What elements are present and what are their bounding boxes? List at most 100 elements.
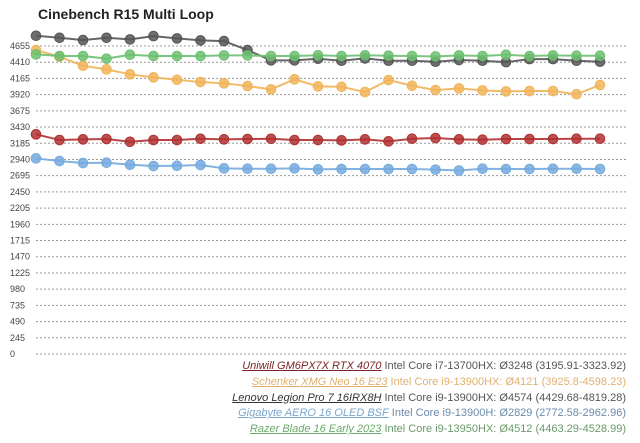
data-point	[312, 81, 324, 92]
data-point	[148, 160, 159, 172]
data-point	[312, 49, 324, 61]
legend-series-detail: Intel Core i9-13900HX: Ø4574 (4429.68-48…	[381, 391, 626, 404]
data-point	[30, 49, 42, 60]
legend-item: Gigabyte AERO 16 OLED BSF Intel Core i9-…	[232, 406, 626, 422]
data-point	[430, 164, 441, 175]
data-point	[547, 163, 559, 175]
data-point	[359, 49, 371, 61]
data-point	[171, 33, 183, 44]
data-point	[171, 74, 183, 86]
data-point	[477, 85, 488, 96]
data-point	[218, 134, 230, 145]
data-point	[242, 80, 253, 92]
data-point	[101, 32, 112, 44]
data-point	[406, 50, 418, 62]
data-point	[571, 88, 582, 100]
data-point	[336, 135, 347, 146]
data-point	[148, 50, 159, 62]
data-point	[195, 159, 206, 171]
y-tick-label: 3430	[10, 122, 30, 132]
data-point	[430, 51, 441, 62]
data-point	[383, 50, 394, 62]
y-tick-label: 1960	[10, 219, 30, 229]
data-point	[265, 50, 277, 62]
data-point	[77, 134, 89, 145]
data-point	[289, 50, 300, 62]
legend-series-name[interactable]: Gigabyte AERO 16 OLED BSF	[238, 407, 389, 420]
data-point	[571, 133, 582, 144]
data-point	[242, 50, 253, 61]
data-point	[195, 35, 206, 46]
data-point	[101, 64, 112, 75]
data-point	[289, 163, 300, 174]
legend-series-name[interactable]: Uniwill GM6PX7X RTX 4070	[242, 360, 382, 372]
data-point	[195, 76, 206, 88]
data-point	[547, 50, 559, 61]
y-tick-label: 3185	[10, 138, 30, 148]
data-point	[477, 163, 488, 175]
data-point	[30, 153, 42, 164]
y-tick-label: 980	[10, 284, 25, 294]
legend-series-detail: Intel Core i9-13950HX: Ø4512 (4463.29-45…	[381, 423, 626, 436]
data-point	[124, 159, 136, 171]
data-point	[406, 133, 418, 144]
data-point	[265, 133, 277, 145]
data-point	[54, 50, 65, 62]
data-point	[336, 81, 347, 93]
legend-series-detail: Intel Core i9-13900H: Ø2829 (2772.58-296…	[388, 407, 626, 420]
data-point	[242, 163, 253, 175]
data-point	[101, 157, 112, 169]
data-point	[524, 163, 535, 175]
data-point	[571, 163, 582, 175]
data-point	[101, 133, 112, 145]
y-tick-label: 2450	[10, 187, 30, 197]
chart-title: Cinebench R15 Multi Loop	[38, 6, 214, 22]
legend-series-name[interactable]: Razer Blade 16 Early 2023	[249, 423, 382, 436]
y-tick-label: 1715	[10, 236, 30, 246]
data-point	[124, 69, 136, 80]
y-tick-label: 4165	[10, 73, 30, 83]
data-point	[336, 163, 347, 175]
data-point	[500, 49, 512, 61]
data-point	[453, 50, 465, 61]
data-point	[218, 50, 230, 61]
y-tick-label: 3920	[10, 90, 30, 100]
data-point	[195, 133, 206, 145]
data-point	[101, 53, 112, 64]
data-point	[500, 163, 512, 175]
data-point	[30, 129, 42, 140]
data-point	[124, 49, 136, 61]
data-point	[524, 50, 535, 62]
data-point	[124, 34, 136, 45]
data-point	[594, 79, 606, 91]
data-point	[383, 74, 394, 86]
y-tick-label: 0	[10, 349, 15, 359]
legend-series-detail: Intel Core i7-13700HX: Ø3248 (3195.91-33…	[381, 360, 626, 372]
data-point	[594, 163, 606, 175]
y-tick-label: 490	[10, 317, 25, 327]
data-point	[524, 85, 535, 97]
legend-item: Uniwill GM6PX7X RTX 4070 Intel Core i7-1…	[232, 359, 626, 375]
y-tick-label: 2695	[10, 171, 30, 181]
legend-series-name[interactable]: Lenovo Legion Pro 7 16IRX8H	[232, 391, 382, 404]
data-point	[312, 134, 324, 146]
data-point	[289, 74, 300, 85]
y-tick-label: 2205	[10, 203, 30, 213]
data-point	[148, 72, 159, 83]
legend-series-name[interactable]: Schenker XMG Neo 16 E23	[251, 375, 388, 388]
data-point	[383, 163, 394, 175]
data-point	[124, 136, 136, 148]
data-point	[359, 134, 371, 145]
data-point	[524, 133, 535, 145]
data-point	[383, 136, 394, 147]
data-point	[406, 163, 418, 175]
data-point	[477, 50, 488, 62]
y-tick-label: 245	[10, 333, 25, 343]
data-point	[171, 134, 183, 146]
data-point	[77, 34, 89, 46]
data-point	[218, 78, 230, 89]
data-point	[594, 133, 606, 144]
data-point	[336, 50, 347, 62]
